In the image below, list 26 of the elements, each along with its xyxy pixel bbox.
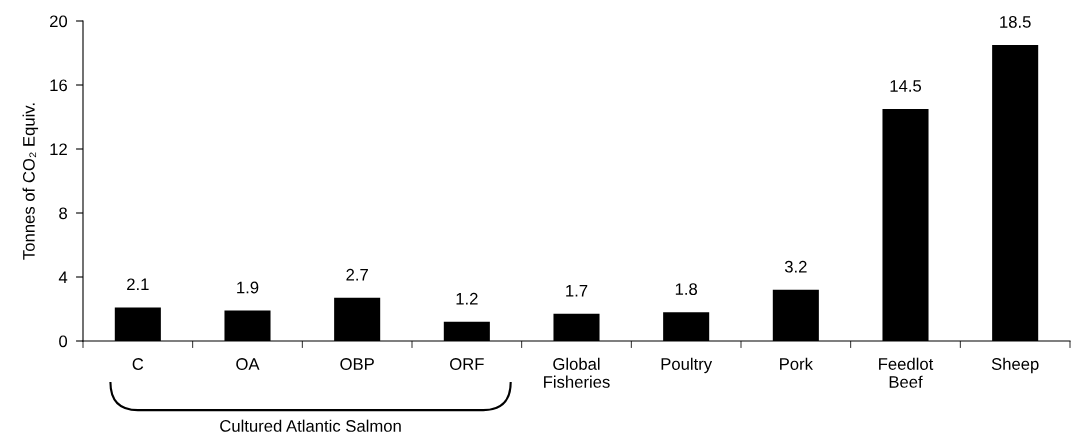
data-label: 18.5: [1000, 16, 1031, 28]
y-axis-title: Tonnes of CO₂ Equiv.: [22, 103, 39, 260]
x-tick-label: OBP: [340, 358, 374, 370]
y-tick-label: 4: [58, 271, 68, 284]
x-tick-label: OA: [236, 358, 260, 370]
y-tick-label: 16: [50, 79, 67, 92]
data-label: 1.9: [237, 281, 259, 294]
data-label: 14.5: [890, 80, 922, 92]
x-tick-label: Global Fisheries: [544, 357, 610, 388]
data-label: 3.2: [784, 260, 807, 273]
x-tick-label: Feedlot Beef: [879, 357, 934, 388]
x-tick-label: Pork: [780, 357, 813, 370]
x-tick-label: Poultry: [661, 357, 713, 374]
data-label: 2.7: [346, 268, 368, 281]
text: Cultured Atlantic Salmon: [220, 419, 401, 432]
x-tick-label: Sheep: [991, 357, 1039, 374]
y-tick-label: 20: [50, 15, 68, 28]
y-tick-label: 8: [59, 207, 67, 220]
y-tick-label: 0: [59, 335, 68, 348]
x-tick-label: ORF: [450, 358, 484, 370]
data-label: 1.2: [456, 292, 478, 305]
x-tick-label: C: [132, 358, 144, 370]
y-tick-label: 12: [50, 143, 67, 156]
data-label: 1.8: [675, 283, 698, 296]
data-label: 1.7: [566, 284, 588, 297]
data-label: 2.1: [127, 278, 149, 291]
